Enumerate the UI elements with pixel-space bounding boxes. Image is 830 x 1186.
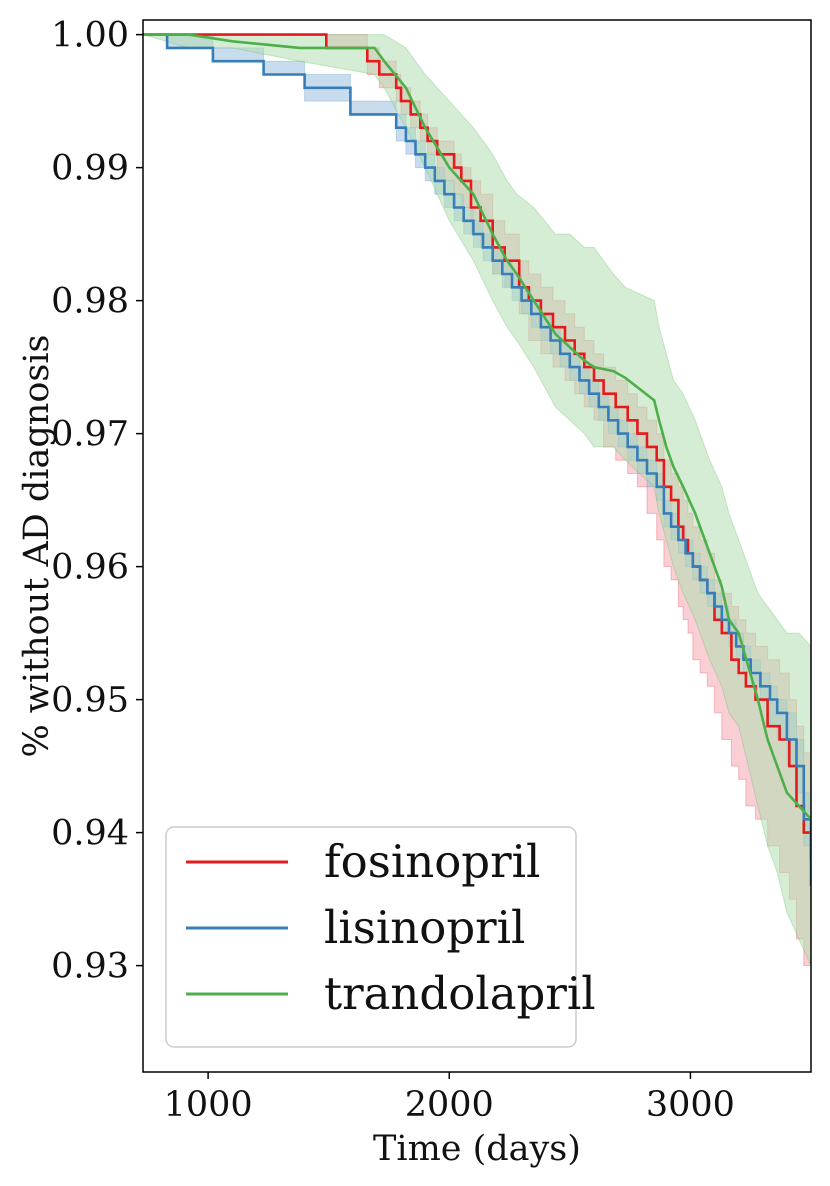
x-axis-title: Time (days) (373, 1129, 581, 1169)
series-line-fosinopril (143, 33, 811, 860)
x-tick-label: 3000 (646, 1085, 735, 1125)
y-tick-label: 0.96 (51, 548, 129, 588)
y-tick-label: 1.00 (51, 16, 129, 56)
legend-label-trandolapril: trandolapril (324, 967, 596, 1020)
y-tick-label: 0.93 (51, 947, 129, 987)
y-tick-label: 0.99 (51, 149, 129, 189)
series-line-trandolapril (143, 33, 811, 821)
legend: fosinopril lisinopril trandolapril (165, 826, 596, 1048)
y-axis-title: % without AD diagnosis (17, 334, 57, 757)
plot-frame (142, 19, 812, 1073)
series-line-lisinopril (143, 33, 811, 886)
legend-box (165, 826, 577, 1048)
y-tick-label: 0.97 (51, 415, 129, 455)
x-tick-label: 1000 (164, 1085, 253, 1125)
y-axis: 1.00 0.99 0.98 0.97 0.96 0.95 0.94 0.93 (51, 16, 143, 987)
x-axis: 1000 2000 3000 (164, 1072, 735, 1125)
y-tick-label: 0.94 (51, 814, 129, 854)
y-tick-label: 0.95 (51, 681, 129, 721)
legend-label-fosinopril: fosinopril (324, 835, 540, 888)
x-tick-label: 2000 (405, 1085, 494, 1125)
ci-band-trandolapril (143, 34, 811, 966)
survival-curves (143, 33, 811, 886)
legend-label-lisinopril: lisinopril (324, 901, 525, 954)
y-tick-label: 0.98 (51, 282, 129, 322)
